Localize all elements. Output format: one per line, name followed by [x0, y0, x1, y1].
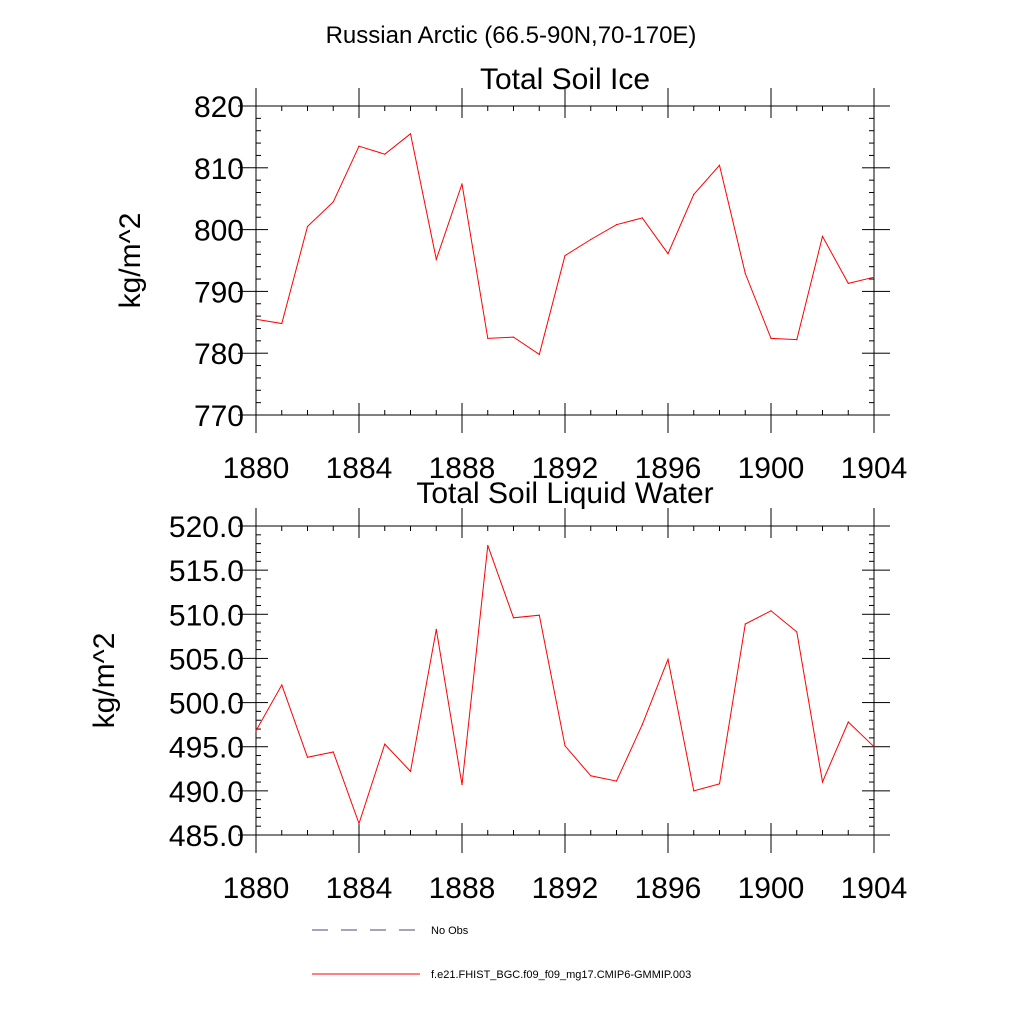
data-point: [847, 282, 849, 284]
data-point: [306, 756, 309, 758]
x-tick-label: 1880: [223, 452, 290, 485]
data-point: [796, 631, 798, 633]
data-point: [667, 658, 669, 660]
x-tick-label: 1884: [326, 872, 393, 905]
legend-entry: f.e21.FHIST_BGC.f09_f09_mg17.CMIP6-GMMIP…: [312, 969, 691, 981]
data-point: [512, 617, 515, 619]
data-point: [667, 253, 669, 255]
legend-label: f.e21.FHIST_BGC.f09_f09_mg17.CMIP6-GMMIP…: [431, 969, 691, 981]
series-line: [255, 132, 875, 356]
data-point: [281, 322, 283, 325]
data-point: [306, 225, 309, 228]
data-point: [461, 183, 463, 185]
data-point: [564, 745, 566, 747]
data-point: [255, 730, 257, 732]
legend-label: No Obs: [431, 925, 469, 937]
y-tick-label: 780: [194, 338, 244, 371]
legend: No Obs f.e21.FHIST_BGC.f09_f09_mg17.CMIP6…: [312, 925, 691, 981]
y-axis-label: kg/m^2: [114, 213, 147, 309]
data-point: [641, 217, 643, 219]
data-point: [744, 272, 746, 275]
data-point: [538, 353, 540, 356]
chart-panel-2: Total Soil Liquid Water 1880 1884 1888 1892 1…: [88, 477, 907, 905]
plot-frame: [255, 525, 875, 836]
x-tick-label: 1884: [326, 452, 393, 485]
data-point: [693, 790, 695, 792]
x-tick-label: 1896: [635, 872, 702, 905]
y-tick-label: 790: [194, 276, 244, 309]
y-tick-label: 500.0: [169, 688, 244, 721]
y-tick-label: 495.0: [169, 732, 244, 765]
data-point: [409, 770, 412, 773]
data-point: [255, 318, 257, 320]
data-point: [770, 337, 772, 339]
data-point: [873, 276, 875, 278]
data-point: [564, 254, 566, 257]
data-point: [821, 781, 824, 783]
x-tick-label: 1892: [532, 872, 599, 905]
data-point: [873, 746, 875, 748]
data-point: [615, 224, 618, 226]
plot-frame: [255, 105, 875, 416]
figure-title: Russian Arctic (66.5-90N,70-170E): [326, 22, 697, 49]
data-point: [358, 145, 360, 147]
data-point: [538, 614, 540, 616]
y-tick-label: 490.0: [169, 776, 244, 809]
data-point: [718, 164, 721, 166]
x-tick-label: 1888: [429, 452, 496, 485]
x-tick-label: 1900: [738, 452, 805, 485]
x-tick-label: 1900: [738, 872, 805, 905]
data-point: [358, 822, 360, 825]
y-tick-label: 510.0: [169, 599, 244, 632]
data-point: [384, 743, 386, 745]
data-point: [487, 337, 489, 339]
data-point: [332, 201, 334, 203]
data-point: [615, 780, 618, 782]
data-point: [796, 339, 798, 341]
y-tick-label: 800: [194, 215, 244, 248]
data-point: [590, 775, 592, 777]
data-point: [821, 235, 824, 237]
x-tick-label: 1892: [532, 452, 599, 485]
series-line: [255, 545, 875, 826]
chart-title: Total Soil Liquid Water: [416, 477, 713, 510]
data-point: [770, 610, 772, 612]
data-point: [487, 544, 489, 547]
data-point: [744, 623, 746, 625]
data-point: [435, 258, 437, 260]
y-tick-label: 515.0: [169, 555, 244, 588]
data-point: [512, 336, 515, 338]
data-point: [409, 133, 412, 135]
data-point: [384, 153, 386, 155]
x-tick-label: 1896: [635, 452, 702, 485]
y-tick-label: 485.0: [169, 820, 244, 853]
y-tick-label: 520.0: [169, 511, 244, 544]
data-point: [461, 784, 463, 786]
data-point: [847, 721, 849, 723]
legend-entry: No Obs: [312, 925, 469, 937]
y-tick-label: 770: [194, 400, 244, 433]
data-point: [590, 238, 592, 241]
x-tick-label: 1888: [429, 872, 496, 905]
data-point: [281, 684, 283, 686]
x-tick-label: 1880: [223, 872, 290, 905]
x-tick-label: 1904: [841, 872, 908, 905]
data-point: [693, 193, 695, 195]
data-point: [641, 724, 643, 726]
x-tick-label: 1904: [841, 452, 908, 485]
data-point: [435, 628, 437, 630]
y-axis-label: kg/m^2: [88, 633, 121, 729]
data-point: [718, 783, 721, 785]
data-point: [332, 751, 334, 753]
y-tick-label: 505.0: [169, 643, 244, 676]
y-tick-label: 810: [194, 153, 244, 186]
y-tick-label: 820: [194, 91, 244, 124]
